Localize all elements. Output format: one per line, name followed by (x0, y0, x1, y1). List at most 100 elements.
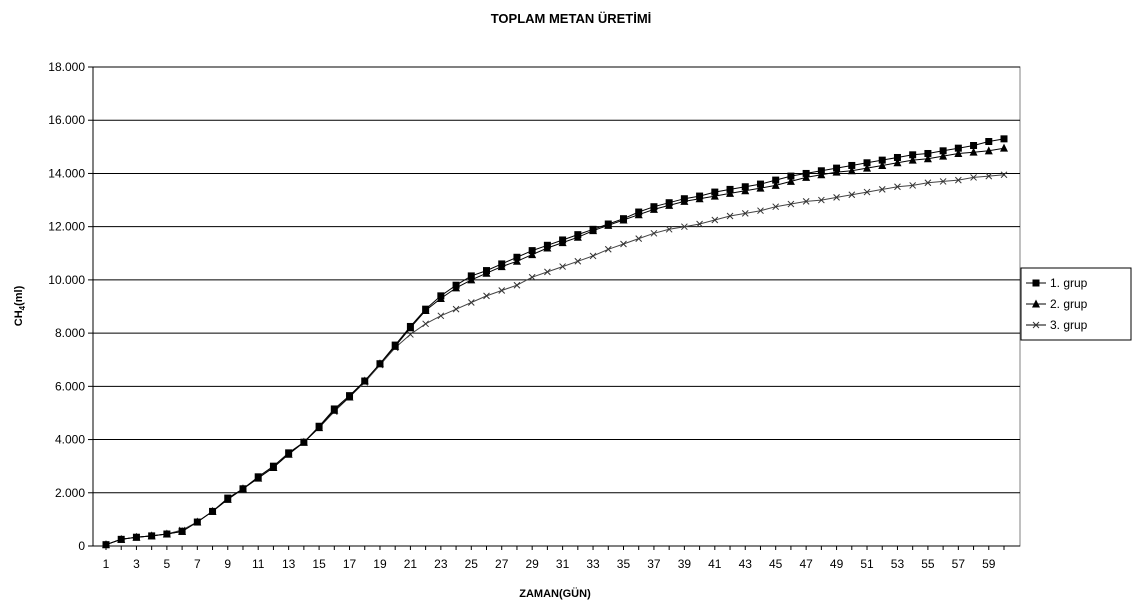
data-point (681, 223, 688, 231)
data-point (954, 144, 962, 152)
data-point (984, 146, 993, 155)
x-tick-label: 37 (647, 557, 661, 571)
data-point (483, 267, 491, 275)
data-point (741, 183, 749, 191)
x-axis-label: ZAMAN(GÜN) (519, 587, 591, 600)
data-point (300, 438, 308, 446)
data-point (239, 485, 247, 493)
y-tick-label: 2.000 (55, 486, 85, 500)
data-point (970, 174, 977, 181)
legend-marker (1032, 321, 1040, 329)
y-tick-label: 14.000 (48, 166, 85, 180)
data-point (361, 377, 369, 385)
data-point (802, 169, 810, 177)
legend-item: 2. grup (1026, 297, 1088, 311)
data-point (437, 292, 445, 300)
data-point (985, 138, 993, 146)
data-point (908, 155, 917, 164)
x-tick-label: 27 (495, 557, 509, 571)
data-point (620, 240, 627, 248)
y-tick-label: 16.000 (48, 113, 85, 127)
data-point (772, 203, 780, 211)
data-point (909, 151, 917, 159)
x-tick-label: 41 (708, 557, 722, 571)
data-point (1000, 143, 1008, 152)
legend: 1. grup 2. grup 3. grup (1020, 267, 1132, 341)
data-point (102, 541, 110, 549)
y-axis-label-main: CH (13, 310, 25, 326)
data-point (741, 210, 749, 217)
plot-border (92, 66, 1021, 547)
data-point (711, 188, 719, 196)
data-point (847, 166, 856, 175)
data-point (939, 178, 947, 185)
x-tick-label: 23 (434, 557, 448, 571)
x-tick-label: 47 (799, 557, 813, 571)
data-point (863, 159, 871, 167)
chart-title: TOPLAM METAN ÜRETİMİ (491, 11, 652, 26)
data-point (285, 449, 293, 457)
data-point (665, 199, 673, 207)
data-point (726, 212, 734, 220)
data-point (498, 287, 506, 294)
plot-area (92, 66, 1021, 547)
data-point (969, 147, 978, 156)
series-group (102, 135, 1008, 549)
y-axis-label: CH4(ml) (13, 285, 27, 326)
data-point (513, 281, 521, 289)
x-tick-label: 35 (617, 557, 631, 571)
data-point (863, 163, 872, 172)
data-point (452, 281, 460, 289)
data-point (544, 268, 551, 276)
x-tick-label: 13 (282, 557, 296, 571)
x-tick-label: 33 (586, 557, 600, 571)
data-point (193, 518, 201, 526)
data-point (787, 172, 795, 180)
x-tick-label: 29 (525, 557, 539, 571)
data-point (376, 360, 384, 368)
x-tick-label: 45 (769, 557, 783, 571)
data-point (923, 154, 932, 163)
data-point (528, 247, 536, 255)
legend-label: 2. grup (1050, 297, 1088, 311)
x-tick-label: 3 (133, 557, 140, 571)
data-point (467, 299, 475, 306)
x-tick-label: 53 (891, 557, 905, 571)
y-tick-label: 0 (78, 539, 85, 553)
data-point (924, 149, 932, 157)
data-point (543, 241, 551, 249)
data-point (437, 312, 445, 320)
legend-label: 3. grup (1050, 318, 1088, 332)
y-tick-label: 18.000 (48, 60, 85, 74)
data-point (894, 183, 901, 191)
data-point (985, 172, 993, 180)
y-axis-label-unit: (ml) (13, 285, 25, 306)
data-point (650, 203, 658, 211)
data-point (787, 200, 795, 208)
x-tick-label: 17 (343, 557, 357, 571)
data-point (1000, 135, 1008, 143)
data-point (939, 151, 948, 160)
data-point (635, 235, 643, 242)
data-point (878, 160, 887, 169)
data-point (148, 532, 156, 540)
data-point (818, 196, 825, 204)
data-point (893, 153, 901, 161)
data-point (467, 272, 475, 280)
x-tick-label: 1 (103, 557, 110, 571)
data-point (224, 494, 232, 502)
data-point (833, 164, 841, 172)
x-tick-label: 59 (982, 557, 996, 571)
legend-label: 1. grup (1050, 276, 1088, 290)
data-point (178, 527, 186, 535)
data-point (786, 176, 795, 185)
gridlines (93, 66, 1020, 494)
data-point (315, 422, 323, 430)
y-tick-label: 4.000 (55, 433, 85, 447)
data-point (848, 191, 856, 199)
data-point (924, 179, 932, 187)
data-point (604, 220, 612, 228)
data-point (848, 161, 856, 169)
x-tick-label: 51 (860, 557, 874, 571)
